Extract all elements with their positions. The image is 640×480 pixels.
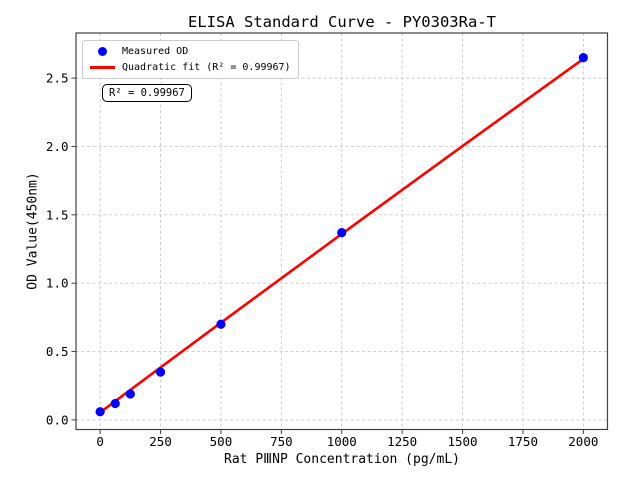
data-point — [216, 319, 226, 329]
legend-marker — [89, 47, 116, 56]
x-tick-label: 2000 — [568, 434, 598, 449]
data-point — [125, 389, 135, 399]
x-tick-label: 750 — [270, 434, 293, 449]
data-point — [155, 367, 166, 377]
data-point — [337, 228, 347, 238]
legend-item-quadratic-fit: Quadratic fit (R² = 0.99967) — [89, 61, 291, 74]
data-point — [95, 407, 105, 417]
x-tick-label: 250 — [149, 434, 172, 449]
y-tick-label: 2.5 — [46, 71, 69, 86]
legend-marker — [89, 66, 116, 69]
r-squared-annotation: R² = 0.99967 — [102, 84, 192, 102]
data-point — [578, 53, 588, 63]
y-tick-labels: 0.0 0.5 1.0 1.5 2.0 2.5 — [46, 71, 69, 428]
scatter-dot-icon — [98, 47, 107, 56]
x-axis-label: Rat PⅢNP Concentration (pg/mL) — [224, 452, 460, 467]
x-tick-label: 500 — [210, 434, 233, 449]
data-point — [110, 398, 120, 409]
y-tick-label: 0.0 — [46, 412, 69, 427]
fit-line-icon — [90, 66, 115, 69]
y-tick-label: 1.0 — [46, 276, 69, 291]
data-points — [95, 53, 588, 417]
x-tick-label: 1750 — [508, 434, 538, 449]
x-tick-labels: 0 250 500 750 1000 1250 1500 1750 2000 — [96, 434, 598, 449]
y-axis-label: OD Value(450nm) — [25, 172, 41, 290]
x-tick-label: 1250 — [387, 434, 417, 449]
legend-label-quadratic-fit: Quadratic fit (R² = 0.99967) — [122, 62, 291, 73]
y-tick-label: 1.5 — [46, 207, 69, 222]
tick-marks — [71, 77, 584, 434]
legend-label-measured-od: Measured OD — [122, 46, 189, 57]
y-tick-label: 0.5 — [46, 344, 69, 359]
chart-title: ELISA Standard Curve - PY0303Ra-T — [188, 13, 496, 31]
x-tick-label: 1500 — [447, 434, 477, 449]
legend-item-measured-od: Measured OD — [89, 45, 291, 58]
y-tick-label: 2.0 — [46, 139, 69, 154]
legend: Measured OD Quadratic fit (R² = 0.99967) — [82, 40, 299, 79]
x-tick-label: 1000 — [327, 434, 357, 449]
x-tick-label: 0 — [96, 434, 104, 449]
